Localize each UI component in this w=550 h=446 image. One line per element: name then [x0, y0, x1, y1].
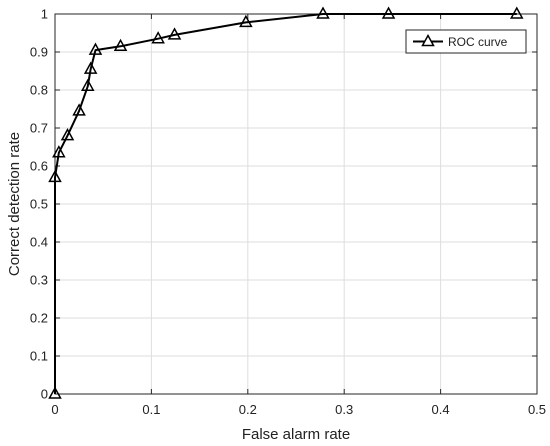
y-tick-label: 0.2 — [30, 311, 48, 326]
data-point-marker — [48, 169, 62, 183]
y-axis-label: Correct detection rate — [6, 132, 23, 276]
grid-lines — [55, 14, 537, 394]
x-tick-labels: 0 0.1 0.2 0.3 0.4 0.5 — [51, 402, 546, 417]
x-tick-label: 0.2 — [239, 402, 257, 417]
y-tick-label: 0.7 — [30, 121, 48, 136]
data-point-marker — [381, 6, 396, 19]
y-tick-label: 0.4 — [30, 235, 48, 250]
legend-entry-roc-curve: ROC curve — [448, 35, 508, 49]
data-point-marker — [509, 6, 524, 19]
legend-box — [405, 29, 527, 54]
y-tick-label: 0.8 — [30, 83, 48, 98]
x-tick-label: 0 — [51, 402, 58, 417]
series-layer — [48, 6, 524, 399]
y-tick-label: 0 — [41, 387, 48, 402]
data-point-marker — [167, 27, 182, 40]
data-point-marker — [52, 145, 66, 158]
data-point-marker — [113, 38, 128, 52]
y-tick-label: 0.5 — [30, 197, 48, 212]
data-point-marker — [72, 103, 86, 116]
legend: ROC curve — [405, 29, 527, 54]
data-point-marker — [81, 78, 95, 91]
y-tick-label: 0.6 — [30, 159, 48, 174]
x-tick-label: 0.4 — [432, 402, 450, 417]
data-point-marker — [60, 128, 75, 141]
x-axis-label: False alarm rate — [242, 426, 350, 443]
y-tick-label: 0.3 — [30, 273, 48, 288]
data-point-marker — [316, 6, 330, 19]
legend-triangle-marker — [421, 33, 435, 47]
roc-curve-line — [54, 13, 517, 394]
y-tick-label: 0.1 — [30, 349, 48, 364]
x-tick-label: 0.3 — [335, 402, 353, 417]
y-tick-label: 0.9 — [30, 45, 48, 60]
data-point-marker — [151, 31, 165, 44]
data-point-marker — [88, 42, 103, 55]
x-tick-label: 0.5 — [528, 402, 546, 417]
x-tick-label: 0.1 — [142, 402, 160, 417]
y-tick-labels: 0 0.1 0.2 0.3 0.4 0.5 0.6 0.7 0.8 0.9 1 — [30, 7, 48, 402]
data-point-marker — [48, 386, 62, 399]
data-point-marker — [239, 14, 253, 28]
y-tick-label: 1 — [41, 7, 48, 22]
data-point-marker — [83, 61, 98, 74]
